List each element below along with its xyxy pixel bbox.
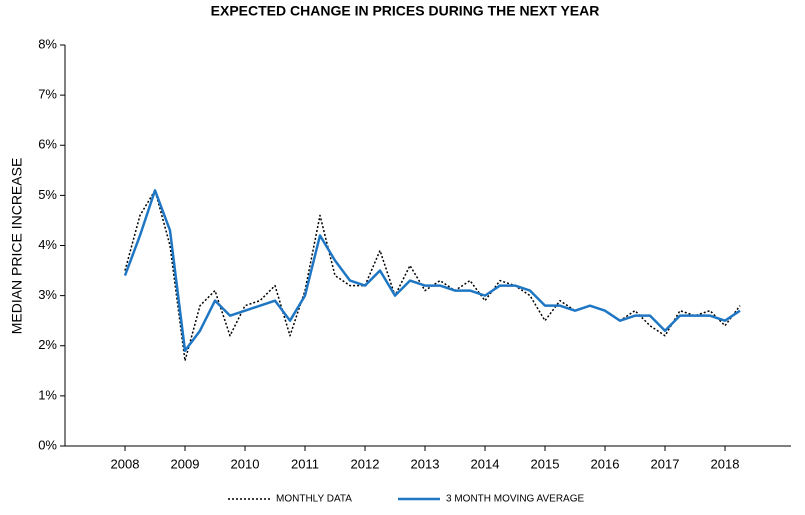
y-tick-label: 0% [38,437,57,452]
legend-label: MONTHLY DATA [276,494,352,505]
x-tick-label: 2018 [711,456,740,471]
line-series [124,189,741,362]
chart-title: EXPECTED CHANGE IN PRICES DURING THE NEX… [211,3,600,19]
line-series [123,189,741,353]
y-tick-label: 2% [38,337,57,352]
y-tick-label: 8% [38,36,57,51]
y-tick-label: 3% [38,287,57,302]
x-tick-label: 2012 [351,456,380,471]
y-tick-label: 4% [38,237,57,252]
x-tick-label: 2009 [171,456,200,471]
x-tick-label: 2010 [231,456,260,471]
legend-label: 3 MONTH MOVING AVERAGE [446,494,584,505]
x-tick-label: 2017 [651,456,680,471]
x-tick-label: 2011 [291,456,319,471]
y-tick-label: 7% [38,87,57,102]
y-tick-label: 1% [38,387,57,402]
y-tick-label: 6% [38,137,57,152]
x-tick-label: 2013 [411,456,440,471]
y-tick-label: 5% [38,187,57,202]
x-tick-label: 2015 [531,456,560,471]
y-axis-label: MEDIAN PRICE INCREASE [9,158,25,335]
x-tick-label: 2014 [471,456,500,471]
x-tick-label: 2008 [111,456,140,471]
x-tick-label: 2016 [591,456,620,471]
